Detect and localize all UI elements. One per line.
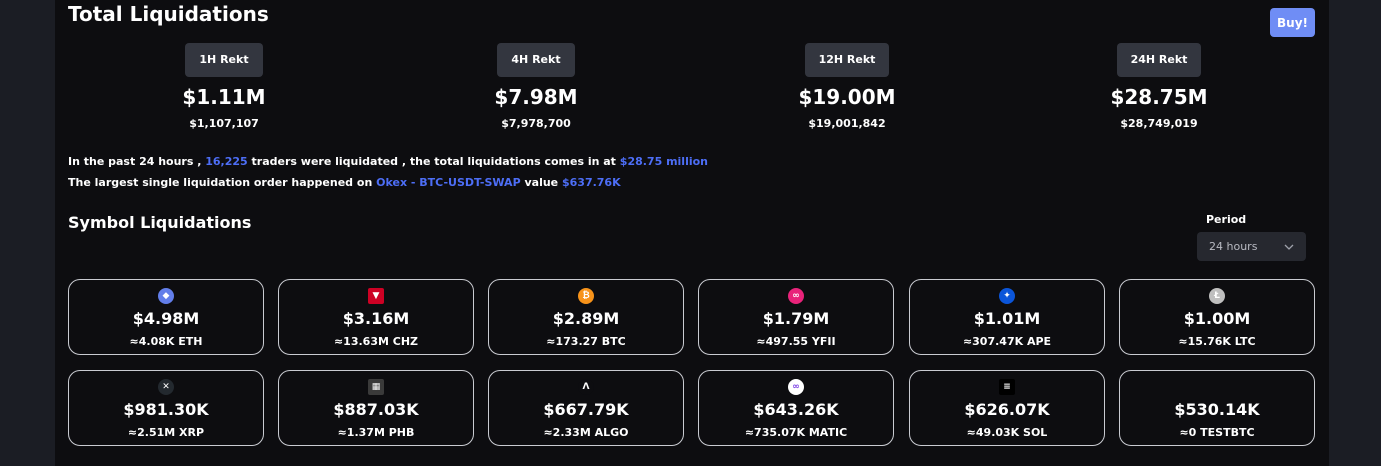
traders-count: 16,225 xyxy=(205,155,248,168)
rekt-value: $1.11M xyxy=(182,85,266,109)
symbol-liquidation-value: $1.79M xyxy=(762,309,830,328)
rekt-exact: $7,978,700 xyxy=(501,117,571,130)
rekt-1h: 1H Rekt $1.11M $1,107,107 xyxy=(144,43,304,130)
symbol-amount: ≈1.37M PHB xyxy=(337,426,415,439)
rekt-badge: 4H Rekt xyxy=(497,43,575,77)
buy-button[interactable]: Buy! xyxy=(1270,8,1315,37)
symbol-amount: ≈49.03K SOL xyxy=(966,426,1048,439)
rekt-badge: 1H Rekt xyxy=(185,43,263,77)
symbol-liquidation-value: $2.89M xyxy=(552,309,620,328)
symbol-amount: ≈307.47K APE xyxy=(962,335,1052,348)
rekt-24h: 24H Rekt $28.75M $28,749,019 xyxy=(1079,43,1239,130)
rekt-badge: 12H Rekt xyxy=(804,43,890,77)
rekt-4h: 4H Rekt $7.98M $7,978,700 xyxy=(456,43,616,130)
symbol-liquidation-value: $530.14K xyxy=(1174,400,1260,419)
period-select[interactable]: 24 hours xyxy=(1197,232,1306,261)
phb-icon: ▦ xyxy=(368,379,384,395)
symbol-liquidation-value: $667.79K xyxy=(543,400,629,419)
symbol-liquidation-value: $1.00M xyxy=(1183,309,1251,328)
symbol-card[interactable]: ✦ $1.01M ≈307.47K APE xyxy=(909,279,1105,355)
rekt-value: $19.00M xyxy=(798,85,896,109)
symbol-liquidation-value: $4.98M xyxy=(132,309,200,328)
symbol-amount: ≈2.51M XRP xyxy=(127,426,205,439)
symbol-amount: ≈735.07K MATIC xyxy=(744,426,848,439)
symbol-card[interactable]: ∞ $643.26K ≈735.07K MATIC xyxy=(698,370,894,446)
matic-icon: ∞ xyxy=(788,379,804,395)
yfii-icon: ∞ xyxy=(788,288,804,304)
algo-icon: Λ xyxy=(578,379,594,395)
chz-icon: ▼ xyxy=(368,288,384,304)
symbol-amount: ≈15.76K LTC xyxy=(1178,335,1256,348)
chevron-down-icon xyxy=(1284,244,1294,250)
ape-icon: ✦ xyxy=(999,288,1015,304)
symbol-card[interactable]: Λ $667.79K ≈2.33M ALGO xyxy=(488,370,684,446)
rekt-exact: $1,107,107 xyxy=(189,117,259,130)
ltc-icon: Ł xyxy=(1209,288,1225,304)
symbol-liquidations-title: Symbol Liquidations xyxy=(68,213,252,232)
symbol-card[interactable]: ◆ $4.98M ≈4.08K ETH xyxy=(68,279,264,355)
symbol-card[interactable]: ✕ $981.30K ≈2.51M XRP xyxy=(68,370,264,446)
rekt-value: $7.98M xyxy=(494,85,578,109)
symbol-liquidation-value: $626.07K xyxy=(964,400,1050,419)
symbol-card[interactable]: ≡ $626.07K ≈49.03K SOL xyxy=(909,370,1105,446)
symbol-liquidation-value: $887.03K xyxy=(333,400,419,419)
liquidations-panel: Total Liquidations Buy! 1H Rekt $1.11M $… xyxy=(55,0,1329,466)
symbol-amount: ≈173.27 BTC xyxy=(546,335,626,348)
symbol-card[interactable]: ▦ $887.03K ≈1.37M PHB xyxy=(278,370,474,446)
summary-line-2: The largest single liquidation order hap… xyxy=(68,176,621,189)
summary-line-1: In the past 24 hours , 16,225 traders we… xyxy=(68,155,708,168)
rekt-exact: $28,749,019 xyxy=(1120,117,1198,130)
symbol-card[interactable]: ₿ $2.89M ≈173.27 BTC xyxy=(488,279,684,355)
symbol-card[interactable]: ∞ $1.79M ≈497.55 YFII xyxy=(698,279,894,355)
symbol-amount: ≈497.55 YFII xyxy=(756,335,836,348)
summary-text: traders were liquidated , the total liqu… xyxy=(251,155,616,168)
summary-text: In the past 24 hours , xyxy=(68,155,202,168)
largest-order-link[interactable]: Okex - BTC-USDT-SWAP xyxy=(376,176,521,189)
symbol-liquidation-value: $981.30K xyxy=(123,400,209,419)
btc-icon: ₿ xyxy=(578,288,594,304)
symbol-card[interactable]: ▼ $3.16M ≈13.63M CHZ xyxy=(278,279,474,355)
summary-text: value xyxy=(524,176,559,189)
period-label: Period xyxy=(1206,213,1247,226)
period-value: 24 hours xyxy=(1209,240,1258,253)
symbol-liquidation-value: $643.26K xyxy=(753,400,839,419)
summary-text: The largest single liquidation order hap… xyxy=(68,176,373,189)
xrp-icon: ✕ xyxy=(158,379,174,395)
symbol-liquidation-value: $1.01M xyxy=(973,309,1041,328)
rekt-badge: 24H Rekt xyxy=(1116,43,1202,77)
symbol-card[interactable]: $530.14K ≈0 TESTBTC xyxy=(1119,370,1315,446)
page-title: Total Liquidations xyxy=(68,2,269,26)
symbol-amount: ≈0 TESTBTC xyxy=(1179,426,1255,439)
sol-icon: ≡ xyxy=(999,379,1015,395)
symbol-amount: ≈2.33M ALGO xyxy=(543,426,629,439)
eth-icon: ◆ xyxy=(158,288,174,304)
symbol-amount: ≈4.08K ETH xyxy=(129,335,203,348)
total-liquidation-value: $28.75 million xyxy=(619,155,709,168)
largest-order-value: $637.76K xyxy=(561,176,621,189)
symbol-card[interactable]: Ł $1.00M ≈15.76K LTC xyxy=(1119,279,1315,355)
symbol-amount: ≈13.63M CHZ xyxy=(333,335,419,348)
rekt-value: $28.75M xyxy=(1110,85,1208,109)
rekt-exact: $19,001,842 xyxy=(808,117,886,130)
symbol-liquidation-value: $3.16M xyxy=(342,309,410,328)
rekt-12h: 12H Rekt $19.00M $19,001,842 xyxy=(767,43,927,130)
